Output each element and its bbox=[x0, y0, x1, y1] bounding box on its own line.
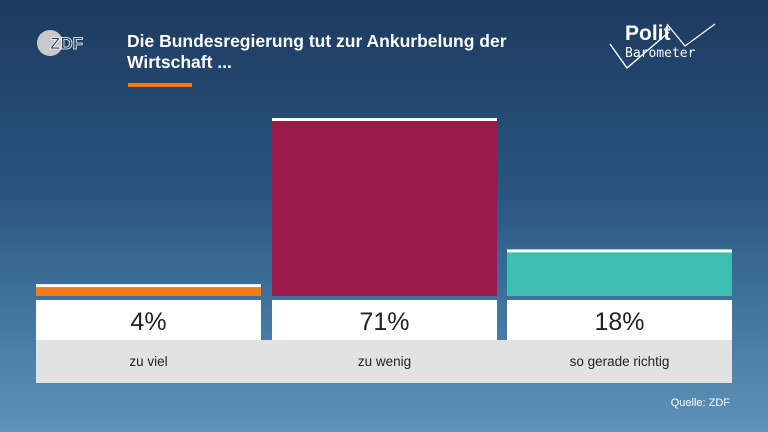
value-label-0: 4% bbox=[130, 308, 166, 336]
bar-top-line-1 bbox=[272, 118, 497, 121]
zdf-logo: ZDF bbox=[37, 30, 83, 56]
value-label-2: 18% bbox=[594, 308, 644, 336]
bar-0 bbox=[36, 286, 261, 296]
bar-2 bbox=[507, 251, 732, 296]
category-box-0 bbox=[36, 340, 261, 383]
value-box-0 bbox=[36, 300, 261, 340]
category-label-1: zu wenig bbox=[358, 354, 411, 369]
category-label-0: zu viel bbox=[129, 354, 167, 369]
category-strip-gap-0 bbox=[261, 340, 272, 383]
bar-top-line-0 bbox=[36, 284, 261, 288]
category-box-1 bbox=[272, 340, 497, 383]
bar-1 bbox=[272, 120, 497, 296]
category-strip-gap-1 bbox=[497, 340, 507, 383]
chart-title: Die Bundesregierung tut zur Ankurbelung … bbox=[127, 31, 507, 72]
brand-word-polit: Polit bbox=[625, 22, 671, 45]
value-box-1 bbox=[272, 300, 497, 340]
value-box-2 bbox=[507, 300, 732, 340]
brand-word-barometer: Barometer bbox=[625, 46, 696, 61]
source-note: Quelle: ZDF bbox=[670, 397, 730, 409]
checkmark-icon bbox=[609, 23, 716, 70]
politbarometer-logo: Polit Barometer bbox=[605, 22, 725, 76]
title-accent-line bbox=[128, 83, 192, 87]
zdf-logo-text: ZDF bbox=[50, 34, 83, 53]
category-box-2 bbox=[507, 340, 732, 383]
category-label-2: so gerade richtig bbox=[570, 354, 670, 369]
bar-top-line-2 bbox=[507, 249, 732, 253]
value-label-1: 71% bbox=[359, 308, 409, 336]
